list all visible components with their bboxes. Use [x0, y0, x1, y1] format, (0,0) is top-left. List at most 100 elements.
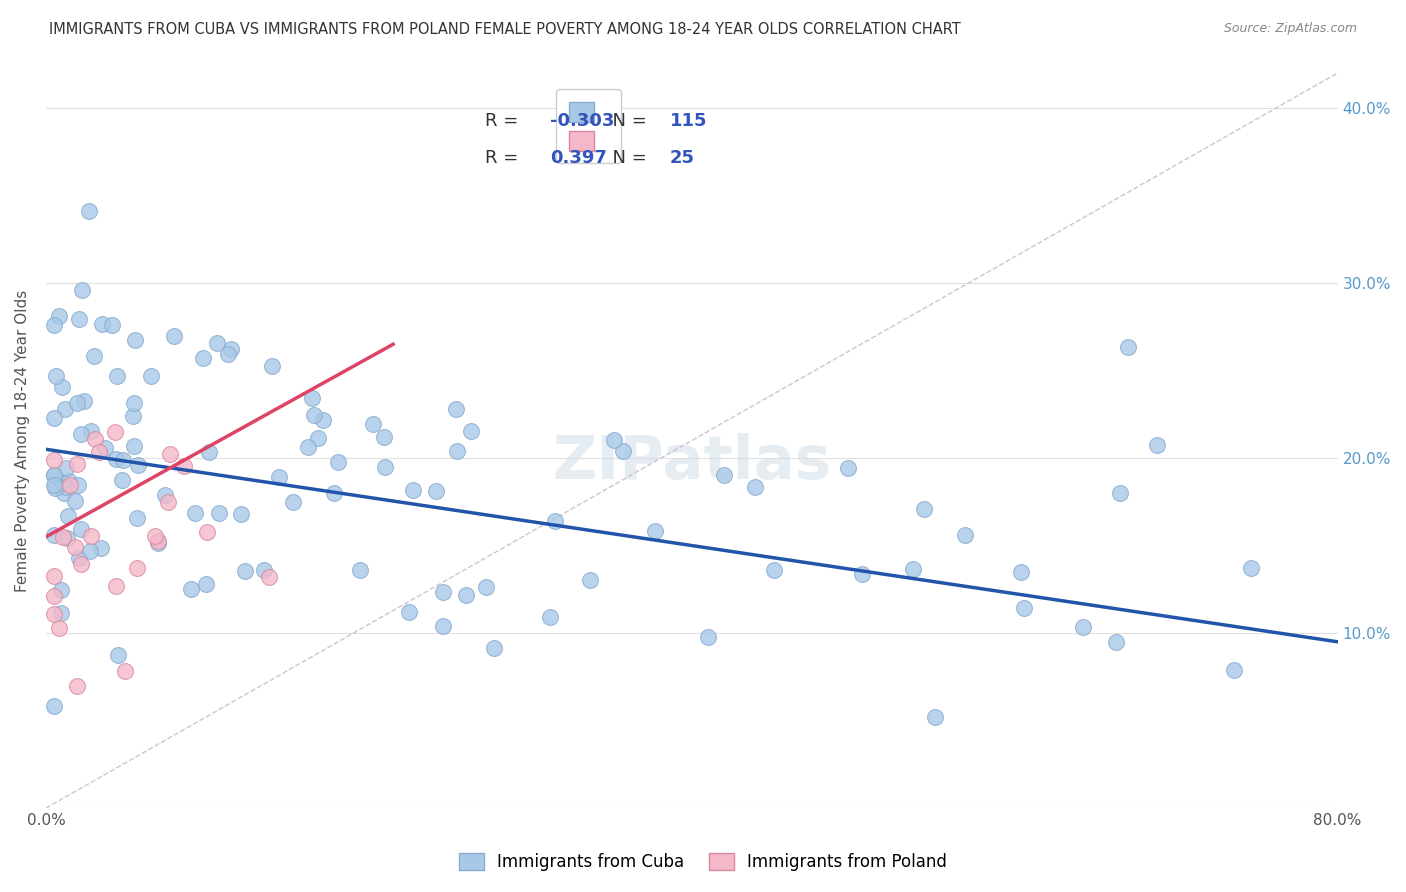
Point [146, 534, 169, 549]
Point [114, 664, 136, 678]
Point [425, 483, 447, 498]
Point [63, 494, 86, 508]
Point [55, 480, 77, 494]
Point [70, 426, 93, 441]
Point [398, 605, 420, 619]
Point [127, 458, 149, 472]
Point [402, 483, 425, 497]
Text: R =: R = [485, 148, 530, 167]
Point [155, 488, 177, 502]
Point [42, 468, 65, 483]
Point [80, 529, 103, 543]
Point [67, 312, 90, 326]
Point [80, 425, 103, 439]
Point [446, 444, 468, 458]
Point [762, 563, 785, 577]
Point [307, 431, 329, 445]
Point [475, 580, 498, 594]
Point [326, 455, 349, 469]
Point [42, 478, 65, 492]
Point [101, 318, 124, 332]
Point [55, 461, 77, 475]
Point [83, 349, 105, 363]
Point [66, 679, 89, 693]
Point [70, 558, 93, 572]
Legend: , : , [555, 89, 621, 163]
Point [143, 529, 166, 543]
Point [52, 530, 75, 544]
Point [955, 527, 977, 541]
Point [79, 544, 101, 558]
Text: 0.397: 0.397 [550, 148, 606, 167]
Point [42, 468, 65, 483]
Point [49, 583, 72, 598]
Point [229, 507, 252, 521]
Point [349, 563, 371, 577]
Point [65, 540, 87, 554]
Point [612, 443, 634, 458]
Point [42, 410, 65, 425]
Point [141, 369, 163, 384]
Point [56, 531, 79, 545]
Point [42, 699, 65, 714]
Point [1240, 561, 1263, 575]
Text: -0.303: -0.303 [550, 112, 614, 129]
Point [198, 445, 221, 459]
Point [312, 413, 335, 427]
Point [45, 369, 67, 384]
Legend: Immigrants from Cuba, Immigrants from Poland: Immigrants from Cuba, Immigrants from Po… [450, 845, 956, 880]
Point [125, 511, 148, 525]
Point [55, 401, 77, 416]
Point [579, 573, 602, 587]
Point [221, 343, 243, 357]
Text: Source: ZipAtlas.com: Source: ZipAtlas.com [1223, 22, 1357, 36]
Point [157, 495, 180, 509]
Point [460, 424, 482, 438]
Point [361, 417, 384, 431]
Point [205, 336, 228, 351]
Point [111, 452, 134, 467]
Point [713, 468, 735, 483]
Point [180, 582, 202, 596]
Point [89, 444, 111, 458]
Point [58, 474, 80, 488]
Point [544, 514, 567, 528]
Point [122, 395, 145, 409]
Point [191, 351, 214, 365]
Point [259, 570, 281, 584]
Point [696, 630, 718, 644]
Point [90, 541, 112, 556]
Point [1222, 663, 1244, 677]
Point [924, 710, 946, 724]
Point [253, 563, 276, 577]
Point [70, 284, 93, 298]
Point [184, 506, 207, 520]
Point [1012, 601, 1035, 615]
Point [104, 452, 127, 467]
Point [744, 480, 766, 494]
Point [267, 469, 290, 483]
Point [1109, 486, 1132, 500]
Point [195, 525, 218, 540]
Point [162, 329, 184, 343]
Point [454, 588, 477, 602]
Point [66, 396, 89, 410]
Point [1071, 620, 1094, 634]
Point [146, 536, 169, 550]
Point [851, 567, 873, 582]
Point [69, 550, 91, 565]
Point [208, 506, 231, 520]
Point [217, 347, 239, 361]
Point [107, 648, 129, 662]
Point [48, 309, 70, 323]
Point [159, 448, 181, 462]
Point [53, 485, 76, 500]
Point [304, 408, 326, 422]
Point [373, 430, 395, 444]
Point [42, 528, 65, 542]
Point [901, 562, 924, 576]
Text: R =: R = [485, 112, 524, 129]
Point [49, 606, 72, 620]
Text: 25: 25 [669, 148, 695, 167]
Point [195, 577, 218, 591]
